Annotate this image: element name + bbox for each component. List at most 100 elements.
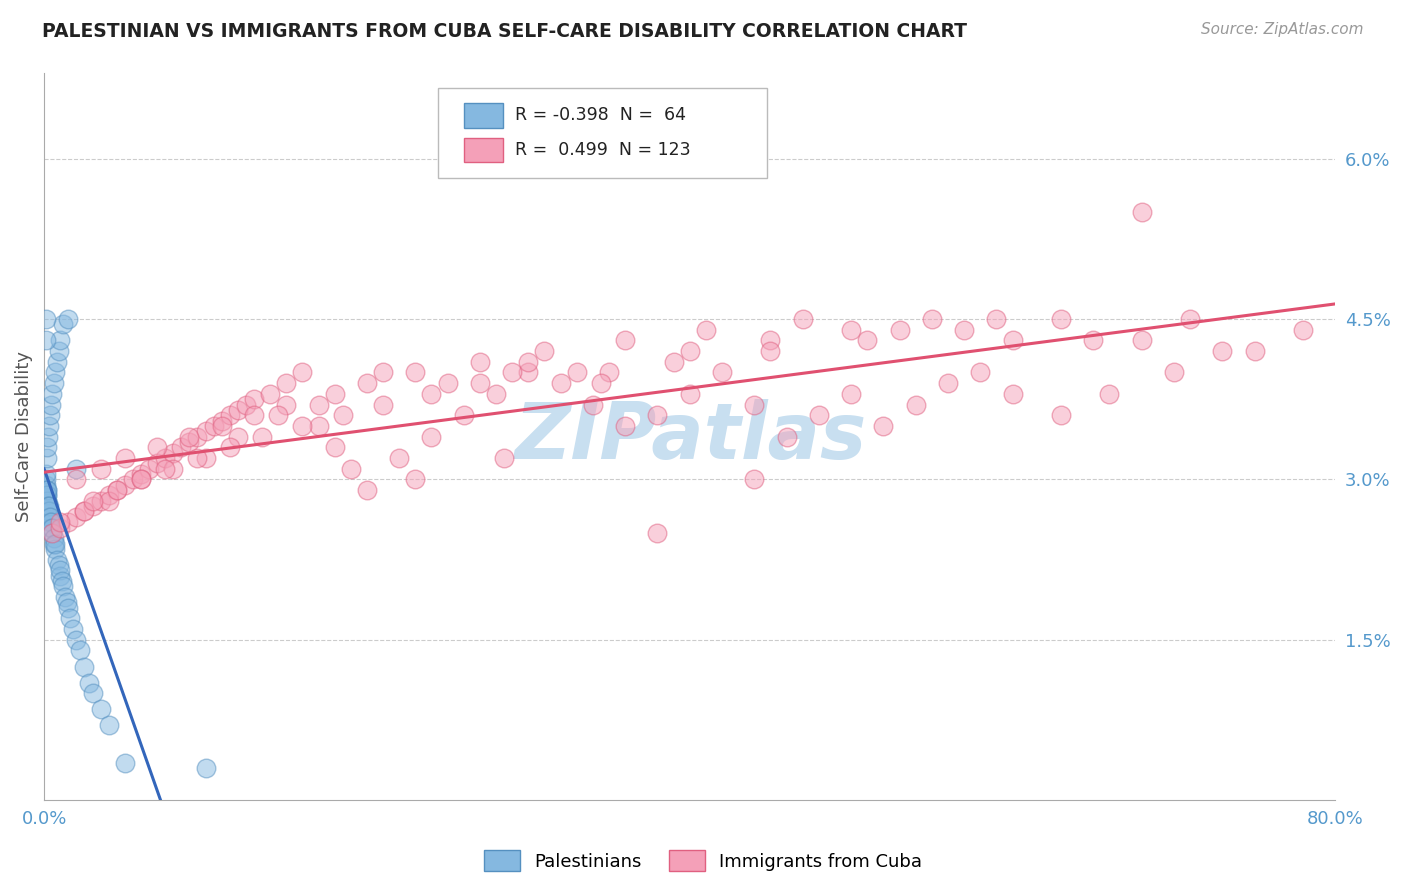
Point bbox=[38, 499, 60, 513]
Point bbox=[114, 756, 136, 770]
FancyBboxPatch shape bbox=[464, 137, 502, 162]
Point bbox=[1050, 312, 1073, 326]
Point bbox=[1001, 334, 1024, 348]
Point bbox=[42, 376, 65, 391]
Point bbox=[37, 499, 59, 513]
Point bbox=[1211, 344, 1233, 359]
Point bbox=[38, 515, 60, 529]
Point bbox=[218, 408, 240, 422]
Point bbox=[39, 397, 62, 411]
Point bbox=[371, 397, 394, 411]
Text: ZIPatlas: ZIPatlas bbox=[513, 399, 866, 475]
Point bbox=[46, 552, 69, 566]
Point bbox=[501, 366, 523, 380]
Point bbox=[1292, 323, 1315, 337]
Point bbox=[49, 520, 72, 534]
Point bbox=[41, 387, 63, 401]
Point bbox=[105, 483, 128, 497]
Point bbox=[179, 429, 201, 443]
Point bbox=[485, 387, 508, 401]
Point bbox=[436, 376, 458, 391]
Point bbox=[332, 408, 354, 422]
Point bbox=[953, 323, 976, 337]
Point bbox=[211, 418, 233, 433]
Point bbox=[308, 418, 330, 433]
Point bbox=[49, 515, 72, 529]
Point bbox=[35, 488, 58, 502]
FancyBboxPatch shape bbox=[464, 103, 502, 128]
Point bbox=[218, 440, 240, 454]
Point bbox=[82, 499, 104, 513]
Point bbox=[1130, 205, 1153, 219]
Text: Source: ZipAtlas.com: Source: ZipAtlas.com bbox=[1201, 22, 1364, 37]
Point bbox=[468, 376, 491, 391]
Point bbox=[614, 418, 637, 433]
Point bbox=[1001, 387, 1024, 401]
Point bbox=[517, 355, 540, 369]
Point bbox=[41, 525, 63, 540]
Point bbox=[235, 397, 257, 411]
Point bbox=[194, 450, 217, 465]
Point bbox=[48, 344, 70, 359]
Point bbox=[420, 429, 443, 443]
Y-axis label: Self-Care Disability: Self-Care Disability bbox=[15, 351, 32, 522]
Point bbox=[420, 387, 443, 401]
Point bbox=[1083, 334, 1105, 348]
Point bbox=[744, 397, 766, 411]
Point bbox=[986, 312, 1008, 326]
Point bbox=[259, 387, 281, 401]
Point bbox=[453, 408, 475, 422]
Point bbox=[839, 387, 862, 401]
Point bbox=[1130, 334, 1153, 348]
Point bbox=[138, 461, 160, 475]
Point bbox=[146, 440, 169, 454]
Point bbox=[856, 334, 879, 348]
Point bbox=[90, 461, 112, 475]
Point bbox=[162, 461, 184, 475]
Point bbox=[35, 334, 58, 348]
Point bbox=[58, 312, 80, 326]
Point bbox=[647, 525, 669, 540]
Text: R =  0.499  N = 123: R = 0.499 N = 123 bbox=[516, 141, 692, 159]
Point bbox=[711, 366, 734, 380]
Point bbox=[65, 632, 87, 647]
Point bbox=[44, 536, 66, 550]
Point bbox=[65, 509, 87, 524]
Point bbox=[1178, 312, 1201, 326]
Point bbox=[49, 568, 72, 582]
Point bbox=[969, 366, 991, 380]
Point bbox=[162, 445, 184, 459]
Point bbox=[73, 504, 96, 518]
Point bbox=[339, 461, 361, 475]
Point bbox=[679, 344, 702, 359]
Point bbox=[323, 440, 346, 454]
Point bbox=[73, 659, 96, 673]
Point bbox=[582, 397, 605, 411]
Point bbox=[153, 450, 176, 465]
Point bbox=[404, 472, 426, 486]
Point bbox=[807, 408, 830, 422]
Point bbox=[51, 574, 73, 588]
Point bbox=[38, 509, 60, 524]
Point bbox=[589, 376, 612, 391]
Point bbox=[59, 611, 82, 625]
Point bbox=[42, 531, 65, 545]
Point bbox=[79, 675, 101, 690]
Point bbox=[759, 344, 782, 359]
Point bbox=[468, 355, 491, 369]
Point bbox=[356, 483, 378, 497]
Point bbox=[872, 418, 894, 433]
Point bbox=[53, 590, 76, 604]
Point bbox=[889, 323, 911, 337]
Point bbox=[679, 387, 702, 401]
Point bbox=[90, 493, 112, 508]
Point bbox=[170, 440, 193, 454]
Point bbox=[37, 488, 59, 502]
Point bbox=[49, 334, 72, 348]
Point bbox=[46, 355, 69, 369]
Point bbox=[48, 558, 70, 572]
Point bbox=[35, 450, 58, 465]
Point bbox=[565, 366, 588, 380]
Point bbox=[550, 376, 572, 391]
Point bbox=[179, 434, 201, 449]
